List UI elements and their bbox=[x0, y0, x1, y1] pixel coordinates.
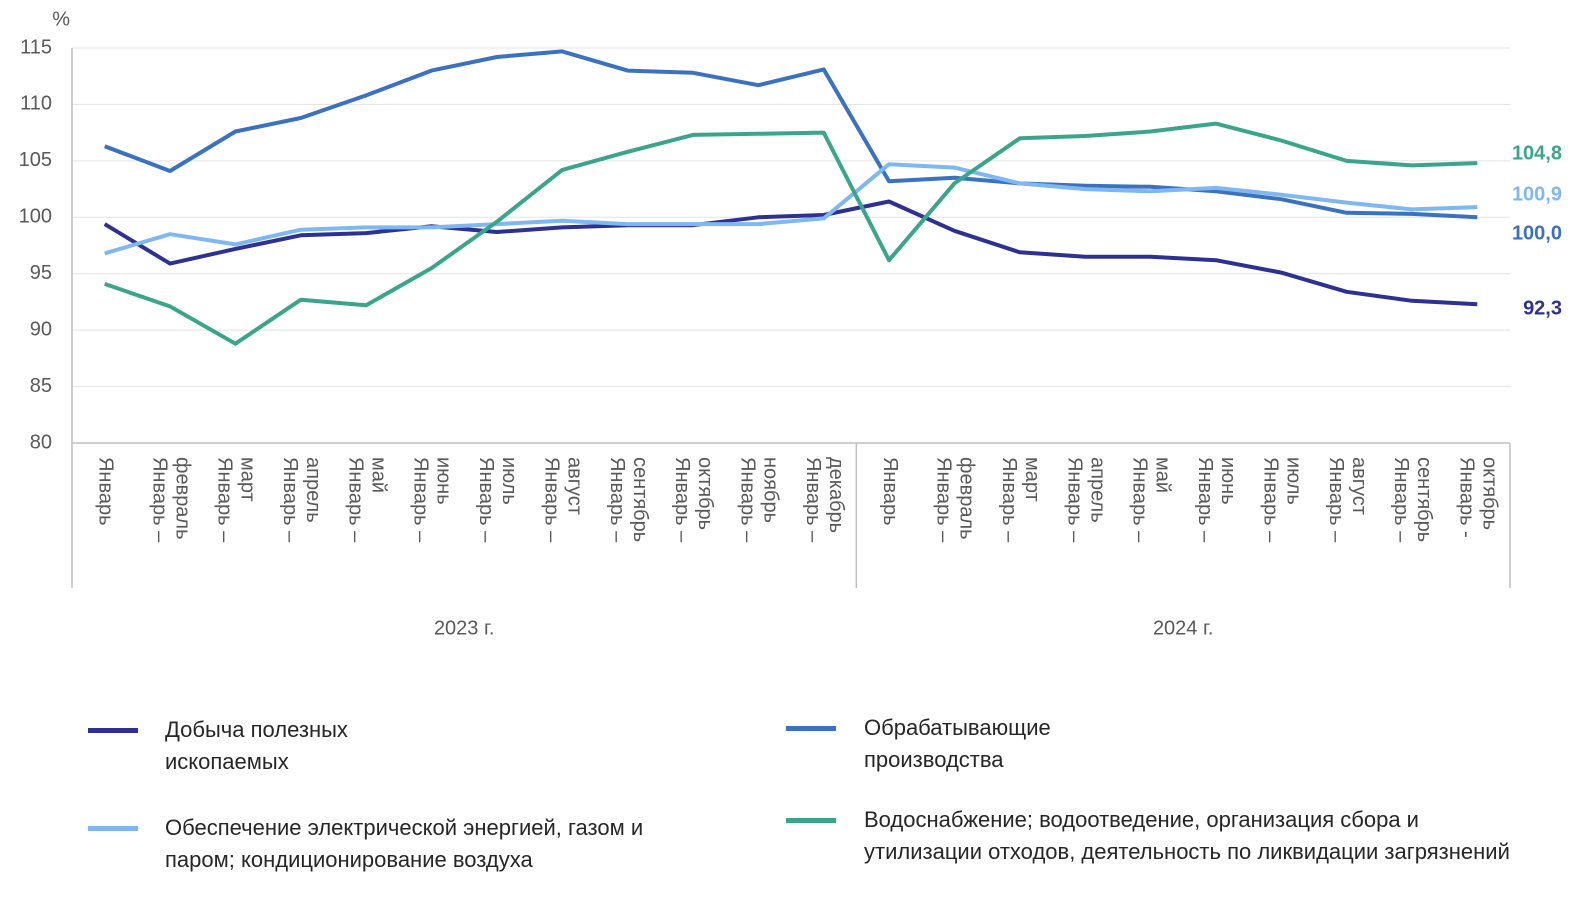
x-tick-label: июнь bbox=[1217, 457, 1239, 505]
y-tick-label: 90 bbox=[30, 318, 52, 340]
x-tick-label: Январь – bbox=[737, 457, 759, 543]
x-tick-label: июнь bbox=[433, 457, 455, 505]
x-tick-label: Январь bbox=[94, 457, 116, 526]
x-tick-label: октябрь bbox=[1479, 457, 1501, 530]
x-tick-label: Январь – bbox=[279, 457, 301, 543]
x-tick-label: Январь – bbox=[671, 457, 693, 543]
end-label: 100,0 bbox=[1512, 223, 1562, 245]
data-line bbox=[103, 49, 1478, 220]
x-tick-label: Январь – bbox=[1194, 457, 1216, 543]
x-tick-label: февраль bbox=[956, 457, 978, 540]
x-tick-label: июль bbox=[1282, 457, 1304, 505]
x-tick-label: Январь – bbox=[475, 457, 497, 543]
data-line bbox=[104, 162, 1478, 256]
y-tick-label: 110 bbox=[20, 93, 52, 115]
x-tick-label: февраль bbox=[171, 457, 193, 540]
x-tick-label: октябрь bbox=[694, 457, 716, 530]
group-label: 2024 г. bbox=[1153, 617, 1213, 639]
y-tick-label: 100 bbox=[19, 206, 52, 228]
y-tick-label: 105 bbox=[19, 149, 52, 171]
legend-label: Обеспечение электрической энергией, газо… bbox=[165, 815, 644, 872]
end-label: 92,3 bbox=[1523, 297, 1562, 319]
legend-label: Обрабатывающие производства bbox=[864, 715, 1051, 772]
x-tick-label: август bbox=[563, 457, 585, 515]
group-label: 2023 г. bbox=[434, 617, 494, 639]
y-unit: % bbox=[52, 8, 70, 30]
x-tick-label: апрель bbox=[1086, 457, 1108, 523]
x-tick-label: Январь – bbox=[214, 457, 236, 543]
x-tick-label: сентябрь bbox=[1413, 457, 1435, 542]
chart: % 80 85 90 95 100 105 110 115 2023 г. Январь Январ… bbox=[19, 8, 1562, 639]
x-tick-label: Январь – bbox=[1129, 457, 1151, 543]
x-tick-label: май bbox=[1152, 457, 1174, 493]
x-tick-label: Январь - bbox=[1456, 457, 1478, 538]
end-label: 104,8 bbox=[1512, 142, 1562, 164]
x-tick-label: Январь – bbox=[1390, 457, 1412, 543]
legend-label: Добыча полезных ископаемых bbox=[165, 717, 348, 774]
x-tick-label: Январь – bbox=[1325, 457, 1347, 543]
x-tick-label: июль bbox=[498, 457, 520, 505]
x-tick-label: сентябрь bbox=[629, 457, 651, 542]
x-tick-label: март bbox=[1021, 457, 1043, 502]
x-tick-label: Январь – bbox=[933, 457, 955, 543]
x-tick-label: апрель bbox=[302, 457, 324, 523]
x-tick-label: Январь – bbox=[344, 457, 366, 543]
data-line bbox=[104, 121, 1478, 346]
legend-swatch bbox=[786, 726, 836, 731]
legend-swatch bbox=[88, 728, 138, 733]
x-tick-label: Январь – bbox=[148, 457, 170, 543]
x-tick-label: Январь – bbox=[540, 457, 562, 543]
x-tick-label: Январь – bbox=[410, 457, 432, 543]
x-tick-label: Январь bbox=[879, 457, 901, 526]
legend-swatch bbox=[786, 818, 836, 823]
data-line bbox=[103, 199, 1478, 307]
x-tick-label: август bbox=[1348, 457, 1370, 515]
y-tick-label: 85 bbox=[30, 375, 52, 397]
x-tick-label: декабрь bbox=[825, 457, 847, 533]
x-tick-label: Январь – bbox=[1259, 457, 1281, 543]
x-tick-label: Январь – bbox=[606, 457, 628, 543]
x-tick-label: Январь – bbox=[1063, 457, 1085, 543]
x-tick-label: май bbox=[367, 457, 389, 493]
x-tick-label: ноябрь bbox=[760, 457, 782, 523]
end-label: 100,9 bbox=[1512, 183, 1562, 205]
legend-swatch bbox=[88, 826, 138, 831]
y-tick-label: 80 bbox=[30, 431, 52, 453]
y-tick-label: 95 bbox=[30, 262, 52, 284]
x-tick-label: март bbox=[237, 457, 259, 502]
x-tick-label: Январь – bbox=[998, 457, 1020, 543]
x-tick-label: Январь – bbox=[802, 457, 824, 543]
y-tick-label: 115 bbox=[20, 36, 52, 58]
legend-label: Водоснабжение; водоотведение, организаци… bbox=[864, 807, 1510, 864]
